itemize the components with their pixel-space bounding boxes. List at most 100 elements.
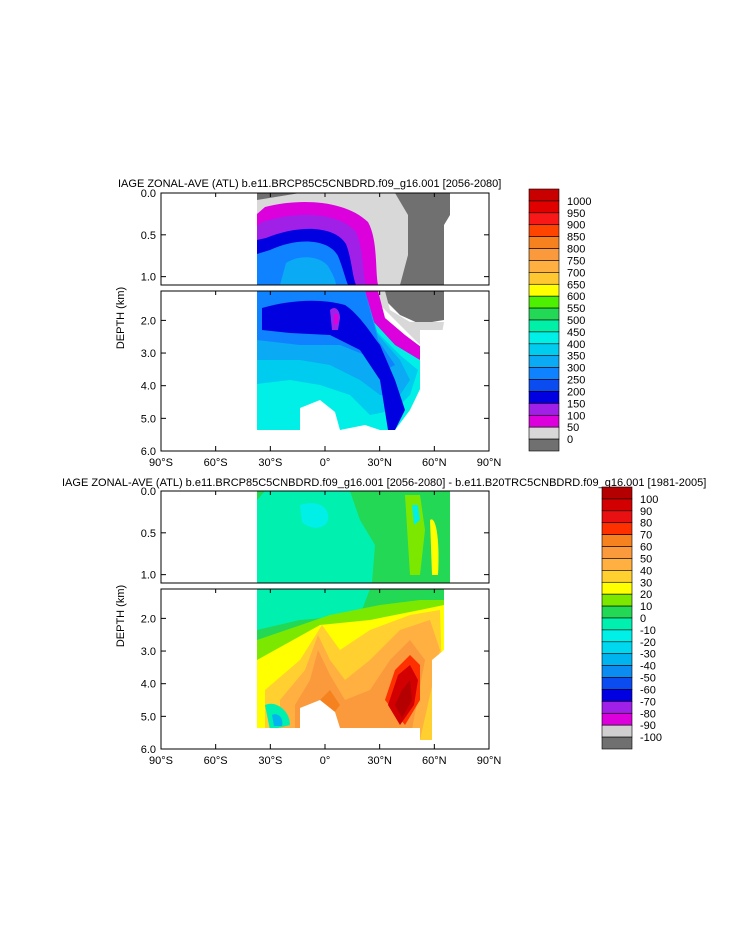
- colorbar-swatch: [528, 438, 560, 452]
- field-unresolved-east: [420, 330, 444, 451]
- colorbar-label: -20: [640, 637, 656, 649]
- chart-2-ticks: 90°S 60°S 30°S 0° 30°N 60°N 90°N 0.0 0.5 1.0 2.0 3.…: [141, 486, 502, 767]
- field-unresolved-floor-2: [257, 430, 420, 451]
- colorbar-swatch: [528, 200, 560, 214]
- colorbar-label: 100: [567, 410, 585, 422]
- colorbar-swatch: [601, 617, 633, 631]
- colorbar-label: 600: [567, 291, 585, 303]
- colorbar-label: -10: [640, 625, 656, 637]
- field-deep-60-70: [320, 690, 340, 718]
- y-tick-label: 2.0: [141, 613, 156, 625]
- colorbar-swatch: [601, 558, 633, 571]
- x-tick-label: 90°N: [477, 755, 502, 767]
- chart-1-ticks: 90°S 60°S 30°S 0° 30°N 60°N 90°N 0.0 0.5 1.0 2.0 3.…: [141, 188, 502, 469]
- y-tick-label: 5.0: [141, 711, 156, 723]
- colorbar-label: 900: [567, 220, 585, 232]
- field-100-150-deep-core: [334, 314, 338, 324]
- chart-1-lower-field: [257, 291, 444, 451]
- colorbar-swatch: [528, 307, 560, 321]
- field-pos10-20: [405, 495, 425, 575]
- colorbar-label: 20: [640, 589, 652, 601]
- colorbar-swatch: [601, 712, 633, 726]
- colorbar-swatch: [601, 629, 633, 643]
- colorbar-swatch: [601, 689, 633, 702]
- x-tick-label: 30°S: [258, 457, 282, 469]
- y-tick-label: 0.0: [141, 188, 156, 200]
- colorbar-swatch: [528, 272, 560, 285]
- colorbar-label: -100: [640, 732, 662, 744]
- chart-2-title: IAGE ZONAL-AVE (ATL) b.e11.BRCP85C5CNBDR…: [62, 477, 706, 489]
- colorbar-label: 500: [567, 315, 585, 327]
- colorbar-label: 400: [567, 339, 585, 351]
- field-unresolved-floor: [300, 400, 340, 430]
- y-tick-label: 1.0: [141, 272, 156, 284]
- chart-1-ylabel: DEPTH (km): [115, 287, 127, 349]
- field-deep-south-low: [272, 714, 283, 726]
- colorbar-swatch: [601, 498, 633, 512]
- x-tick-label: 90°N: [477, 457, 502, 469]
- colorbar-label: -40: [640, 661, 656, 673]
- colorbar-label: 250: [567, 375, 585, 387]
- colorbar-label: 80: [640, 518, 652, 530]
- colorbar-swatch: [528, 426, 560, 440]
- colorbar-swatch: [601, 641, 633, 655]
- colorbar-swatch: [528, 414, 560, 428]
- y-tick-label: 0.5: [141, 230, 156, 242]
- colorbar-label: 0: [640, 613, 646, 625]
- y-tick-label: 3.0: [141, 646, 156, 658]
- colorbar-label: 50: [567, 422, 579, 434]
- field-unresolved-east-b: [432, 650, 444, 749]
- field-deep-neg: [257, 589, 370, 630]
- x-tick-label: 30°S: [258, 755, 282, 767]
- colorbar-label: 650: [567, 279, 585, 291]
- field-pos20-30: [430, 519, 439, 575]
- chart-1-title: IAGE ZONAL-AVE (ATL) b.e11.BRCP85C5CNBDR…: [118, 178, 501, 190]
- colorbar-label: 200: [567, 387, 585, 399]
- colorbar-label: 300: [567, 363, 585, 375]
- colorbar-label: 950: [567, 208, 585, 220]
- colorbar-swatch: [528, 367, 560, 380]
- x-tick-label: 0°: [320, 457, 331, 469]
- colorbar-swatch: [528, 283, 560, 297]
- field-unresolved-floor-b2: [257, 728, 420, 749]
- colorbar-label: 70: [640, 530, 652, 542]
- colorbar-label: 700: [567, 267, 585, 279]
- colorbar-label: 450: [567, 327, 585, 339]
- x-tick-label: 60°N: [422, 755, 447, 767]
- colorbar-label: 40: [640, 565, 652, 577]
- colorbar-swatch: [528, 236, 560, 249]
- colorbar-label: -50: [640, 673, 656, 685]
- colorbar-swatch: [528, 188, 560, 202]
- colorbar-label: 60: [640, 542, 652, 554]
- field-unresolved-floor-b: [300, 700, 340, 728]
- colorbar-label: 90: [640, 506, 652, 518]
- colorbar-swatch: [601, 534, 633, 547]
- x-tick-label: 30°N: [367, 755, 392, 767]
- field-neg20-neg10: [300, 503, 329, 528]
- colorbar-label: 10: [640, 601, 652, 613]
- colorbar-label: -90: [640, 720, 656, 732]
- colorbar-swatch: [601, 724, 633, 738]
- colorbar-label: -70: [640, 696, 656, 708]
- colorbar-swatch: [601, 593, 633, 607]
- field-neg10-0: [257, 491, 375, 583]
- x-tick-label: 90°S: [149, 755, 173, 767]
- colorbar-label: 750: [567, 256, 585, 268]
- colorbar-swatch: [528, 248, 560, 261]
- chart-2-ylabel: DEPTH (km): [115, 585, 127, 647]
- colorbar-swatch: [601, 653, 633, 666]
- colorbar-label: 0: [567, 434, 573, 446]
- colorbar-swatch: [601, 605, 633, 619]
- colorbar-swatch: [528, 319, 560, 333]
- colorbar-swatch: [528, 331, 560, 345]
- chart-1-colorbar: 1000950900850800750700650600550500450400…: [528, 188, 591, 452]
- chart-2-upper-field: [257, 491, 450, 583]
- x-tick-label: 0°: [320, 755, 331, 767]
- colorbar-label: 150: [567, 398, 585, 410]
- chart-2: IAGE ZONAL-AVE (ATL) b.e11.BRCP85C5CNBDR…: [62, 477, 706, 767]
- y-tick-label: 2.0: [141, 315, 156, 327]
- y-tick-label: 5.0: [141, 413, 156, 425]
- colorbar-swatch: [528, 224, 560, 237]
- field-300-350: [280, 257, 336, 285]
